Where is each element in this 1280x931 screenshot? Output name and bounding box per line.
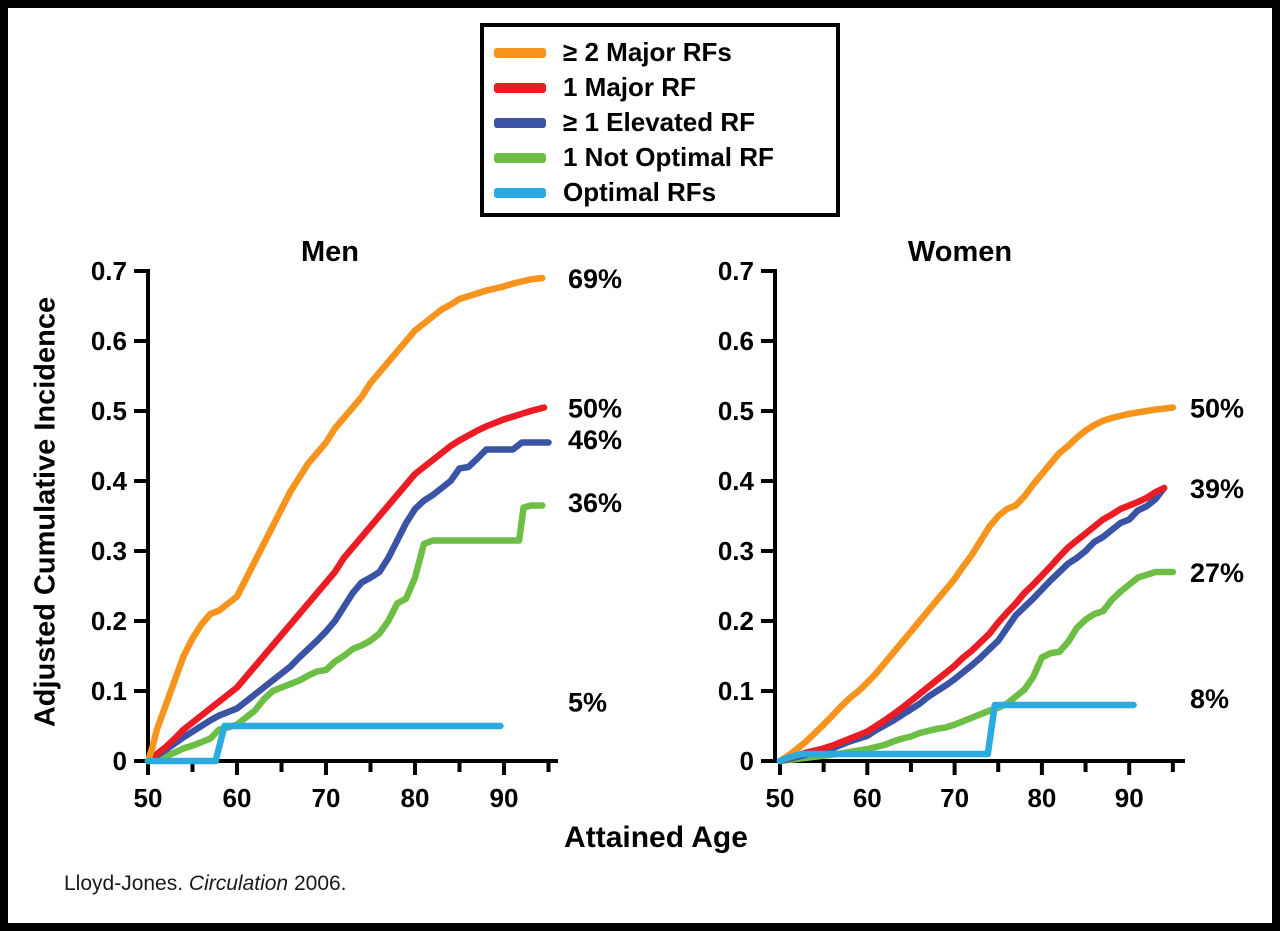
y-tick-label: 0.5 (91, 396, 127, 426)
legend-swatch-ge1-elevated-icon (494, 117, 546, 128)
series-Optimal RFs (144, 722, 504, 765)
y-tick-label: 0 (740, 746, 754, 776)
legend-item: ≥ 1 Elevated RF (494, 105, 836, 140)
y-tick-label: 0.2 (91, 606, 127, 636)
series-≥ 2 Major RFs (144, 274, 546, 765)
panel-title: Women (908, 236, 1012, 268)
y-tick-label: 0.2 (718, 606, 754, 636)
series-end-label: 5% (568, 688, 607, 718)
legend-item-label: Optimal RFs (563, 177, 717, 207)
series-end-label: 39% (1190, 474, 1244, 504)
x-tick-label: 80 (1027, 783, 1056, 813)
y-axis-label: Adjusted Cumulative Incidence (29, 296, 62, 728)
legend-item-label: 1 Major RF (563, 72, 696, 102)
legend-item-label: ≥ 1 Elevated RF (563, 107, 756, 137)
y-tick-label: 0.4 (718, 466, 755, 496)
x-axis-label: Attained Age (564, 821, 748, 854)
legend: ≥ 2 Major RFs 1 Major RF ≥ 1 Elevated RF… (480, 23, 840, 217)
y-tick-label: 0.5 (718, 396, 754, 426)
women-chart: Women 0 0.1 0.2 0.3 0.4 0.5 0.6 0.7 50 60 70 80 90 27%… (718, 236, 1244, 813)
series-≥ 2 Major RFs (776, 404, 1177, 765)
series-end-label: 69% (568, 264, 622, 294)
legend-item-label: 1 Not Optimal RF (563, 142, 774, 172)
y-tick-label: 0.3 (91, 536, 127, 566)
series-end-label: 27% (1190, 558, 1244, 588)
legend-item: Optimal RFs (494, 175, 836, 210)
series-1 Major RF (144, 404, 548, 765)
series-end-label: 50% (568, 394, 622, 424)
legend-item-label: ≥ 2 Major RFs (563, 37, 732, 67)
series-end-label: 46% (568, 425, 622, 455)
legend-swatch-1-major-icon (494, 82, 546, 93)
series-1 Major RF (776, 484, 1168, 765)
panel-title: Men (301, 236, 359, 268)
x-tick-label: 90 (490, 783, 519, 813)
citation: Lloyd-Jones. Circulation 2006. (64, 872, 347, 896)
x-tick-label: 90 (1115, 783, 1144, 813)
x-tick-label: 60 (223, 783, 252, 813)
y-tick-label: 0.1 (718, 676, 754, 706)
y-tick-label: 0.7 (91, 256, 127, 286)
legend-item: 1 Major RF (494, 70, 836, 105)
x-tick-label: 80 (401, 783, 430, 813)
x-tick-label: 50 (766, 783, 795, 813)
legend-item: ≥ 2 Major RFs (494, 35, 836, 70)
x-tick-label: 60 (853, 783, 882, 813)
legend-swatch-1-not-optimal-icon (494, 152, 546, 163)
x-tick-label: 70 (940, 783, 969, 813)
y-tick-label: 0.3 (718, 536, 754, 566)
y-tick-label: 0.1 (91, 676, 127, 706)
x-tick-label: 70 (312, 783, 341, 813)
y-tick-label: 0.4 (91, 466, 128, 496)
legend-item: 1 Not Optimal RF (494, 140, 836, 175)
citation-year: 2006. (288, 872, 347, 895)
series-Optimal RFs (776, 701, 1137, 765)
x-tick-label: 50 (134, 783, 163, 813)
series-end-label: 36% (568, 488, 622, 518)
series-1 Not Optimal RF (144, 502, 546, 765)
y-tick-label: 0 (113, 746, 127, 776)
series-≥ 1 Elevated RF (144, 439, 552, 765)
legend-swatch-optimal-icon (494, 187, 546, 198)
legend-swatch-ge2-major-icon (494, 47, 546, 58)
citation-author: Lloyd-Jones. (64, 872, 189, 895)
series-end-label: 8% (1190, 684, 1229, 714)
y-tick-label: 0.6 (718, 326, 754, 356)
men-chart: Men 0 0.1 0.2 0.3 0.4 0.5 0.6 0.7 50 60 70 80 90 36% 46… (91, 236, 622, 813)
y-tick-label: 0.6 (91, 326, 127, 356)
series-1 Not Optimal RF (776, 568, 1177, 765)
y-tick-label: 0.7 (718, 256, 754, 286)
citation-journal: Circulation (188, 872, 289, 895)
series-end-label: 50% (1190, 394, 1244, 424)
